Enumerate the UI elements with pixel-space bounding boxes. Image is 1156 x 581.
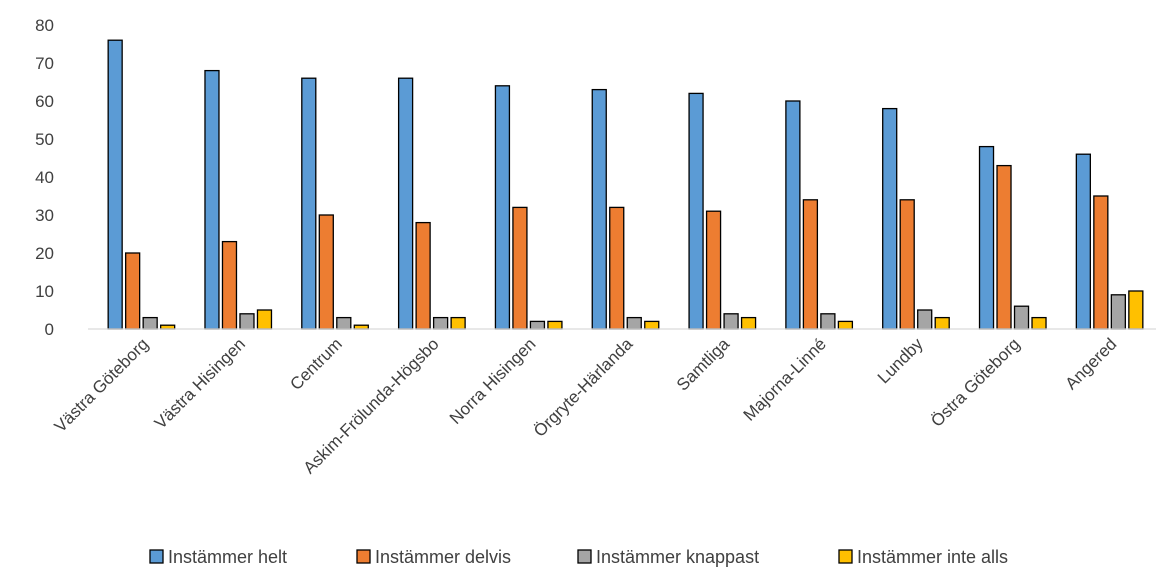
x-tick-label: Lundby (874, 334, 927, 387)
bar (1128, 290, 1144, 330)
bar (397, 77, 414, 330)
bar (450, 316, 466, 330)
bar (591, 88, 607, 330)
bar (221, 240, 238, 330)
bar (1013, 305, 1030, 330)
bar (336, 316, 352, 330)
bar (934, 316, 950, 330)
bar (1031, 316, 1047, 330)
legend-label: Instämmer delvis (375, 547, 511, 567)
y-tick-label: 20 (35, 244, 54, 263)
bar (899, 199, 915, 330)
legend: Instämmer helt Instämmer delvis Instämmer … (149, 547, 1008, 567)
x-tick-label: Samtliga (673, 334, 734, 395)
y-tick-label: 30 (35, 206, 54, 225)
x-tick-label: Norra Hisingen (446, 334, 540, 428)
bar (301, 77, 317, 330)
y-axis: 0 10 20 30 40 50 60 70 80 (35, 16, 54, 339)
y-tick-label: 50 (35, 130, 54, 149)
bar (547, 320, 563, 330)
y-tick-label: 40 (35, 168, 54, 187)
bar (529, 320, 546, 330)
bar (917, 309, 933, 330)
bar (802, 199, 819, 330)
bar (1075, 153, 1091, 330)
bar (415, 221, 431, 330)
x-tick-label: Angered (1062, 334, 1121, 393)
bar (996, 164, 1012, 330)
y-tick-label: 0 (45, 320, 54, 339)
x-tick-label: Majorna-Linné (740, 334, 830, 424)
bar (432, 316, 449, 330)
bar (705, 210, 722, 330)
bar (837, 320, 854, 330)
x-tick-label: Östra Göteborg (927, 334, 1023, 430)
bar (644, 320, 660, 330)
bar (820, 313, 836, 330)
y-tick-label: 70 (35, 54, 54, 73)
bars (107, 39, 1144, 330)
x-tick-label: Västra Göteborg (51, 334, 153, 436)
legend-swatch (356, 549, 371, 564)
bar (882, 107, 898, 330)
y-tick-label: 60 (35, 92, 54, 111)
bar (204, 69, 220, 330)
bar (978, 145, 995, 330)
bar (256, 309, 273, 330)
bar (688, 92, 704, 330)
bar (1093, 195, 1109, 330)
y-tick-label: 10 (35, 282, 54, 301)
bar (142, 316, 158, 330)
bar (512, 206, 528, 330)
bar (318, 214, 334, 330)
legend-label: Instämmer inte alls (857, 547, 1008, 567)
bar (785, 100, 801, 330)
bar (125, 252, 141, 330)
bar (494, 85, 511, 330)
bar (609, 206, 625, 330)
x-tick-label: Centrum (286, 334, 346, 394)
y-tick-label: 80 (35, 16, 54, 35)
x-tick-label: Västra Hisingen (151, 334, 249, 432)
bar (239, 313, 255, 330)
legend-label: Instämmer helt (168, 547, 287, 567)
bar (1110, 294, 1126, 330)
bar (740, 316, 757, 330)
bar (107, 39, 123, 330)
legend-swatch (577, 549, 592, 564)
bar (626, 316, 642, 330)
x-tick-label: Örgryte-Härlanda (530, 334, 637, 441)
bar (723, 313, 739, 330)
legend-swatch (838, 549, 853, 564)
legend-swatch (149, 549, 164, 564)
legend-label: Instämmer knappast (596, 547, 759, 567)
